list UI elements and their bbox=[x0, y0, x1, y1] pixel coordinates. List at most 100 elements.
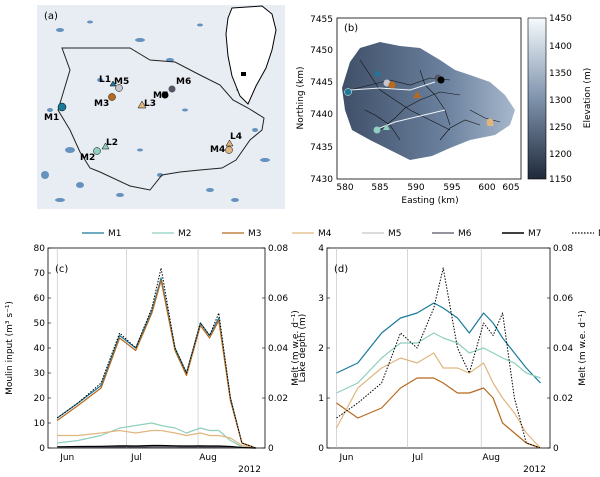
series-line-melt bbox=[336, 267, 541, 449]
b-ylabel: Northing (km) bbox=[296, 67, 306, 130]
series-line-m7 bbox=[57, 444, 256, 449]
y-tick-label: 10 bbox=[34, 419, 46, 429]
month-tick-label: Aug bbox=[199, 453, 217, 463]
site-M7: M7 bbox=[153, 91, 169, 101]
month-tick-label: Jun bbox=[59, 453, 74, 463]
marker-M1 bbox=[344, 88, 352, 96]
site-L4: L4 bbox=[225, 132, 242, 147]
y-tick-label: 40 bbox=[34, 344, 46, 354]
cb-tick: 1450 bbox=[549, 14, 572, 24]
site-label: L3 bbox=[144, 99, 156, 109]
y-tick-label: 1 bbox=[318, 394, 324, 404]
cb-tick: 1150 bbox=[549, 175, 572, 185]
y2-tick-label: 0.06 bbox=[553, 294, 573, 304]
series-line-m2 bbox=[336, 332, 541, 394]
d-axes: Jun Jul Aug20120123400.020.040.060.08Lake … bbox=[298, 244, 588, 475]
site-label: M5 bbox=[114, 77, 129, 87]
y2-tick-label: 0 bbox=[268, 444, 274, 454]
b-xlabel: Easting (km) bbox=[401, 196, 458, 206]
legend-label: M3 bbox=[248, 229, 262, 239]
b-xtick: 600 bbox=[478, 183, 495, 193]
y2-tick-label: 0.02 bbox=[268, 394, 288, 404]
panel-a: (a) L1 M5 M3 L3 M7 M6 M1 bbox=[37, 5, 285, 209]
marker-L3 bbox=[413, 91, 421, 98]
y2-tick-label: 0 bbox=[553, 444, 559, 454]
legend-label: M2 bbox=[178, 229, 192, 239]
cb-tick: 1400 bbox=[549, 42, 572, 52]
series-line-m3 bbox=[56, 279, 257, 449]
series-line-m2 bbox=[57, 422, 256, 449]
y-tick-label: 2 bbox=[318, 344, 324, 354]
site-M1: M1 bbox=[44, 102, 67, 123]
y2-tick-label: 0.08 bbox=[553, 244, 573, 254]
y-tick-label: 50 bbox=[34, 319, 46, 329]
site-label: M1 bbox=[44, 113, 59, 123]
site-M5: M5 bbox=[114, 77, 129, 92]
b-ytick: 7430 bbox=[310, 175, 333, 185]
y-tick-label: 70 bbox=[34, 269, 46, 279]
y2-tick-label: 0.06 bbox=[268, 294, 288, 304]
b-ytick: 7455 bbox=[310, 15, 333, 25]
catchment-outline bbox=[57, 47, 265, 191]
y-axis-label: Lake depth (m) bbox=[298, 314, 308, 383]
month-tick-label: Jun bbox=[338, 453, 353, 463]
catchment-dem bbox=[342, 42, 515, 160]
legend-label: Melt bbox=[598, 229, 600, 239]
site-label: M3 bbox=[94, 99, 109, 109]
d-month-gridlines bbox=[336, 248, 482, 448]
site-label: L1 bbox=[99, 75, 111, 85]
panel-a-label: (a) bbox=[44, 11, 58, 22]
marker-M7 bbox=[437, 76, 445, 84]
y-tick-label: 60 bbox=[34, 294, 46, 304]
series-line-m1 bbox=[336, 302, 541, 384]
legend: M1 M2 M3 M4 M5 M6 M7 Melt bbox=[82, 229, 600, 239]
c-series bbox=[56, 267, 257, 449]
y-axis-label: Moulin input (m³ s⁻¹) bbox=[5, 301, 15, 395]
marker-L1 bbox=[374, 70, 381, 76]
colorbar bbox=[527, 17, 547, 180]
site-M4: M4 bbox=[210, 145, 233, 155]
y-tick-label: 20 bbox=[34, 394, 46, 404]
greenland-inset bbox=[225, 5, 277, 105]
legend-label: M5 bbox=[388, 229, 402, 239]
c-plot-frame bbox=[47, 247, 266, 449]
panel-b: (b) 7455 7450 7445 7440 7435 7430 580 58… bbox=[296, 14, 593, 206]
panel-label: (c) bbox=[55, 264, 68, 275]
b-yticks: 7455 7450 7445 7440 7435 7430 bbox=[310, 15, 333, 185]
b-xtick: 595 bbox=[443, 183, 460, 193]
y2-axis-label: Melt (m w.e. d⁻¹) bbox=[578, 310, 588, 386]
y2-tick-label: 0.04 bbox=[268, 344, 288, 354]
legend-label: M6 bbox=[458, 229, 472, 239]
y2-tick-label: 0.04 bbox=[553, 344, 573, 354]
site-label: M2 bbox=[80, 153, 95, 163]
c-axes: Jun Jul Aug 2012 0 10 20 30 40 50 60 70 80 0 0.02 0.04 0… bbox=[5, 244, 301, 475]
panel-b-label: (b) bbox=[344, 23, 358, 34]
month-tick-label: Jul bbox=[411, 453, 423, 463]
site-label: L2 bbox=[106, 138, 118, 148]
colorbar-label: Elevation (m) bbox=[583, 68, 593, 128]
site-label: M6 bbox=[176, 77, 191, 87]
cb-tick: 1350 bbox=[549, 69, 572, 79]
b-xticks: 580 585 590 595 600 605 bbox=[336, 183, 519, 193]
site-L1: L1 bbox=[99, 75, 117, 87]
marker-M3 bbox=[388, 81, 396, 89]
y-tick-label: 0 bbox=[318, 444, 324, 454]
b-xtick: 605 bbox=[502, 183, 519, 193]
site-L3: L3 bbox=[137, 99, 156, 109]
site-M6: M6 bbox=[168, 77, 191, 93]
y2-axis-label: Melt (m w.e. d⁻¹) bbox=[291, 310, 301, 386]
legend-label: M4 bbox=[318, 229, 332, 239]
series-line-m4 bbox=[335, 352, 541, 449]
y2-tick-label: 0.02 bbox=[553, 394, 573, 404]
b-ytick: 7435 bbox=[310, 143, 333, 153]
y2-tick-label: 0.08 bbox=[268, 244, 288, 254]
series-line-m6 bbox=[57, 446, 256, 449]
y-tick-label: 4 bbox=[318, 244, 324, 254]
cb-tick: 1250 bbox=[549, 123, 572, 133]
marker-L2 bbox=[383, 124, 390, 130]
marker-M2 bbox=[373, 126, 381, 134]
site-L2: L2 bbox=[101, 138, 118, 150]
year-label: 2012 bbox=[523, 465, 546, 475]
y-tick-label: 3 bbox=[318, 294, 324, 304]
